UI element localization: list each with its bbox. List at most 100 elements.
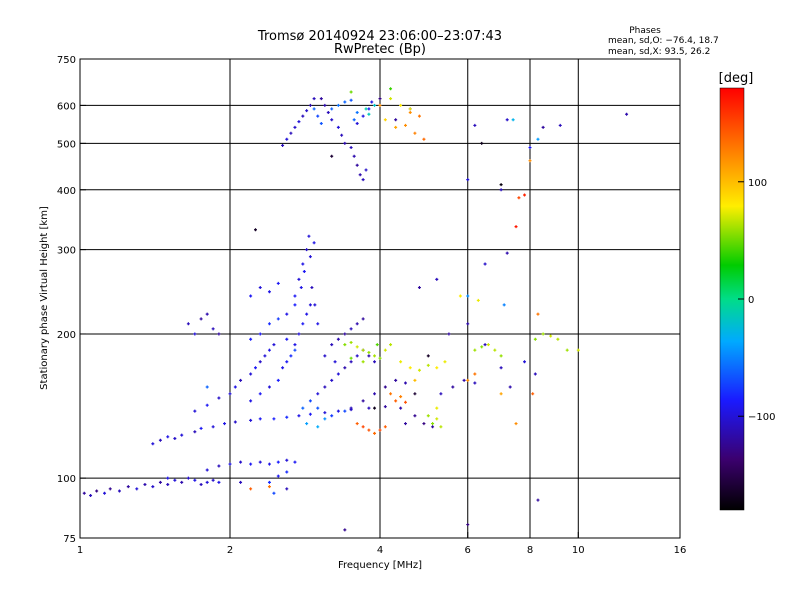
data-point	[483, 262, 487, 266]
data-point	[367, 406, 371, 410]
data-point	[383, 405, 387, 409]
data-point	[305, 109, 309, 113]
data-point	[205, 312, 209, 316]
y-tick-label: 750	[57, 55, 76, 66]
data-point	[186, 322, 190, 326]
data-point	[249, 418, 253, 422]
data-point	[330, 154, 334, 158]
data-point	[458, 294, 462, 298]
data-point	[249, 337, 253, 341]
y-axis-ticks: 75 100 200 300 400 500 600 750	[57, 55, 86, 545]
data-point	[343, 100, 347, 104]
data-point	[394, 399, 398, 403]
data-point	[364, 168, 368, 172]
data-point	[439, 425, 443, 429]
data-point	[180, 433, 184, 437]
data-point	[367, 428, 371, 432]
data-point	[435, 366, 439, 370]
data-point	[536, 498, 540, 502]
data-point	[466, 523, 470, 527]
data-point	[253, 366, 257, 370]
data-point	[253, 228, 257, 232]
data-point	[431, 425, 435, 429]
data-point	[330, 343, 334, 347]
data-point	[336, 409, 340, 413]
data-point	[399, 360, 403, 364]
data-point	[217, 332, 221, 336]
x-tick-label: 4	[377, 545, 383, 556]
chart-subtitle: RwPretec (Bp)	[334, 42, 426, 57]
data-point	[466, 178, 470, 182]
data-point	[505, 118, 509, 122]
data-point	[355, 122, 359, 126]
data-point	[523, 360, 527, 364]
data-point	[308, 303, 312, 307]
data-point	[533, 372, 537, 376]
data-point	[403, 381, 407, 385]
data-point	[511, 118, 515, 122]
data-point	[462, 378, 466, 382]
data-point	[117, 489, 121, 493]
data-point	[426, 363, 430, 367]
data-point	[361, 399, 365, 403]
data-point	[293, 125, 297, 129]
data-point	[480, 141, 484, 145]
data-point	[89, 494, 93, 497]
data-point	[556, 337, 560, 341]
data-point	[343, 409, 347, 413]
data-point	[267, 385, 271, 389]
chart-title: Tromsø 20140924 23:06:00–23:07:43	[257, 29, 502, 44]
data-point	[403, 422, 407, 426]
colorbar-tick-label: 0	[748, 295, 754, 306]
data-point	[211, 327, 215, 331]
data-point	[305, 422, 309, 426]
data-point	[333, 360, 337, 364]
data-point	[399, 103, 403, 107]
data-point	[499, 366, 503, 370]
data-point	[276, 378, 280, 382]
data-point	[383, 348, 387, 352]
data-point	[361, 425, 365, 429]
data-point	[389, 392, 393, 396]
data-point	[378, 356, 382, 360]
data-point	[336, 103, 340, 107]
data-point	[435, 417, 439, 421]
data-point	[361, 360, 365, 364]
data-point	[267, 322, 271, 326]
data-point	[267, 290, 271, 294]
data-point	[499, 392, 503, 396]
data-point	[302, 270, 306, 274]
data-point	[135, 487, 139, 491]
data-point	[431, 422, 435, 426]
data-point	[355, 345, 359, 349]
data-point	[408, 110, 412, 114]
colorbar: [deg] 100 0 −100	[719, 71, 775, 511]
data-point	[310, 286, 314, 290]
data-point	[297, 414, 301, 418]
data-point	[367, 350, 371, 354]
data-point	[205, 468, 209, 472]
y-tick-label: 100	[57, 474, 76, 485]
data-point	[316, 406, 320, 410]
data-point	[239, 460, 243, 464]
data-point	[316, 392, 320, 396]
data-point	[308, 412, 312, 416]
data-point	[443, 360, 447, 364]
data-point	[383, 385, 387, 389]
data-point	[308, 103, 312, 107]
data-point	[293, 303, 297, 307]
data-point	[383, 425, 387, 429]
data-point	[373, 354, 377, 358]
data-point	[426, 414, 430, 418]
data-point	[383, 118, 387, 122]
data-point	[426, 354, 430, 358]
data-point	[228, 392, 232, 396]
data-point	[205, 480, 209, 484]
data-point	[373, 103, 377, 107]
data-point	[166, 476, 170, 480]
data-point	[330, 378, 334, 382]
data-point	[349, 146, 353, 150]
data-point	[276, 460, 280, 464]
data-point	[466, 294, 470, 298]
data-point	[399, 406, 403, 410]
